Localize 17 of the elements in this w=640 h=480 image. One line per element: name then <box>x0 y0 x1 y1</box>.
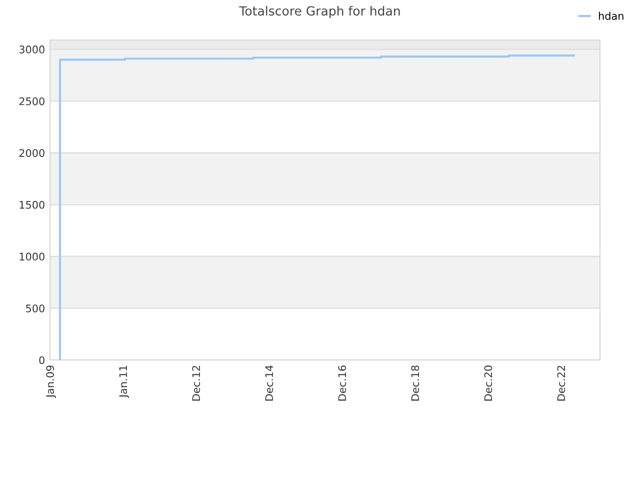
y-tick-label: 0 <box>39 356 44 364</box>
x-tick-label: Jan.09 <box>46 366 56 398</box>
x-tick-label: Dec.16 <box>338 366 346 401</box>
x-tick-label: Dec.20 <box>484 366 492 401</box>
y-tick-label: 1500 <box>20 200 44 209</box>
x-tick-label: Jan.11 <box>119 366 129 398</box>
x-tick-label: Dec.12 <box>192 366 200 401</box>
y-tick-label: 2500 <box>19 97 44 106</box>
chart-title: Totalscore Graph for hdan <box>239 6 400 18</box>
x-tick-label: Dec.22 <box>557 366 566 401</box>
y-tick-label: 2000 <box>19 149 44 157</box>
legend-label: hdan <box>598 12 624 20</box>
x-tick-label: Dec.18 <box>411 366 420 401</box>
y-tick-label: 3000 <box>19 46 44 54</box>
x-tick-label: Dec.14 <box>265 365 274 401</box>
y-tick-label: 500 <box>26 304 44 312</box>
y-tick-label: 1000 <box>20 252 44 261</box>
